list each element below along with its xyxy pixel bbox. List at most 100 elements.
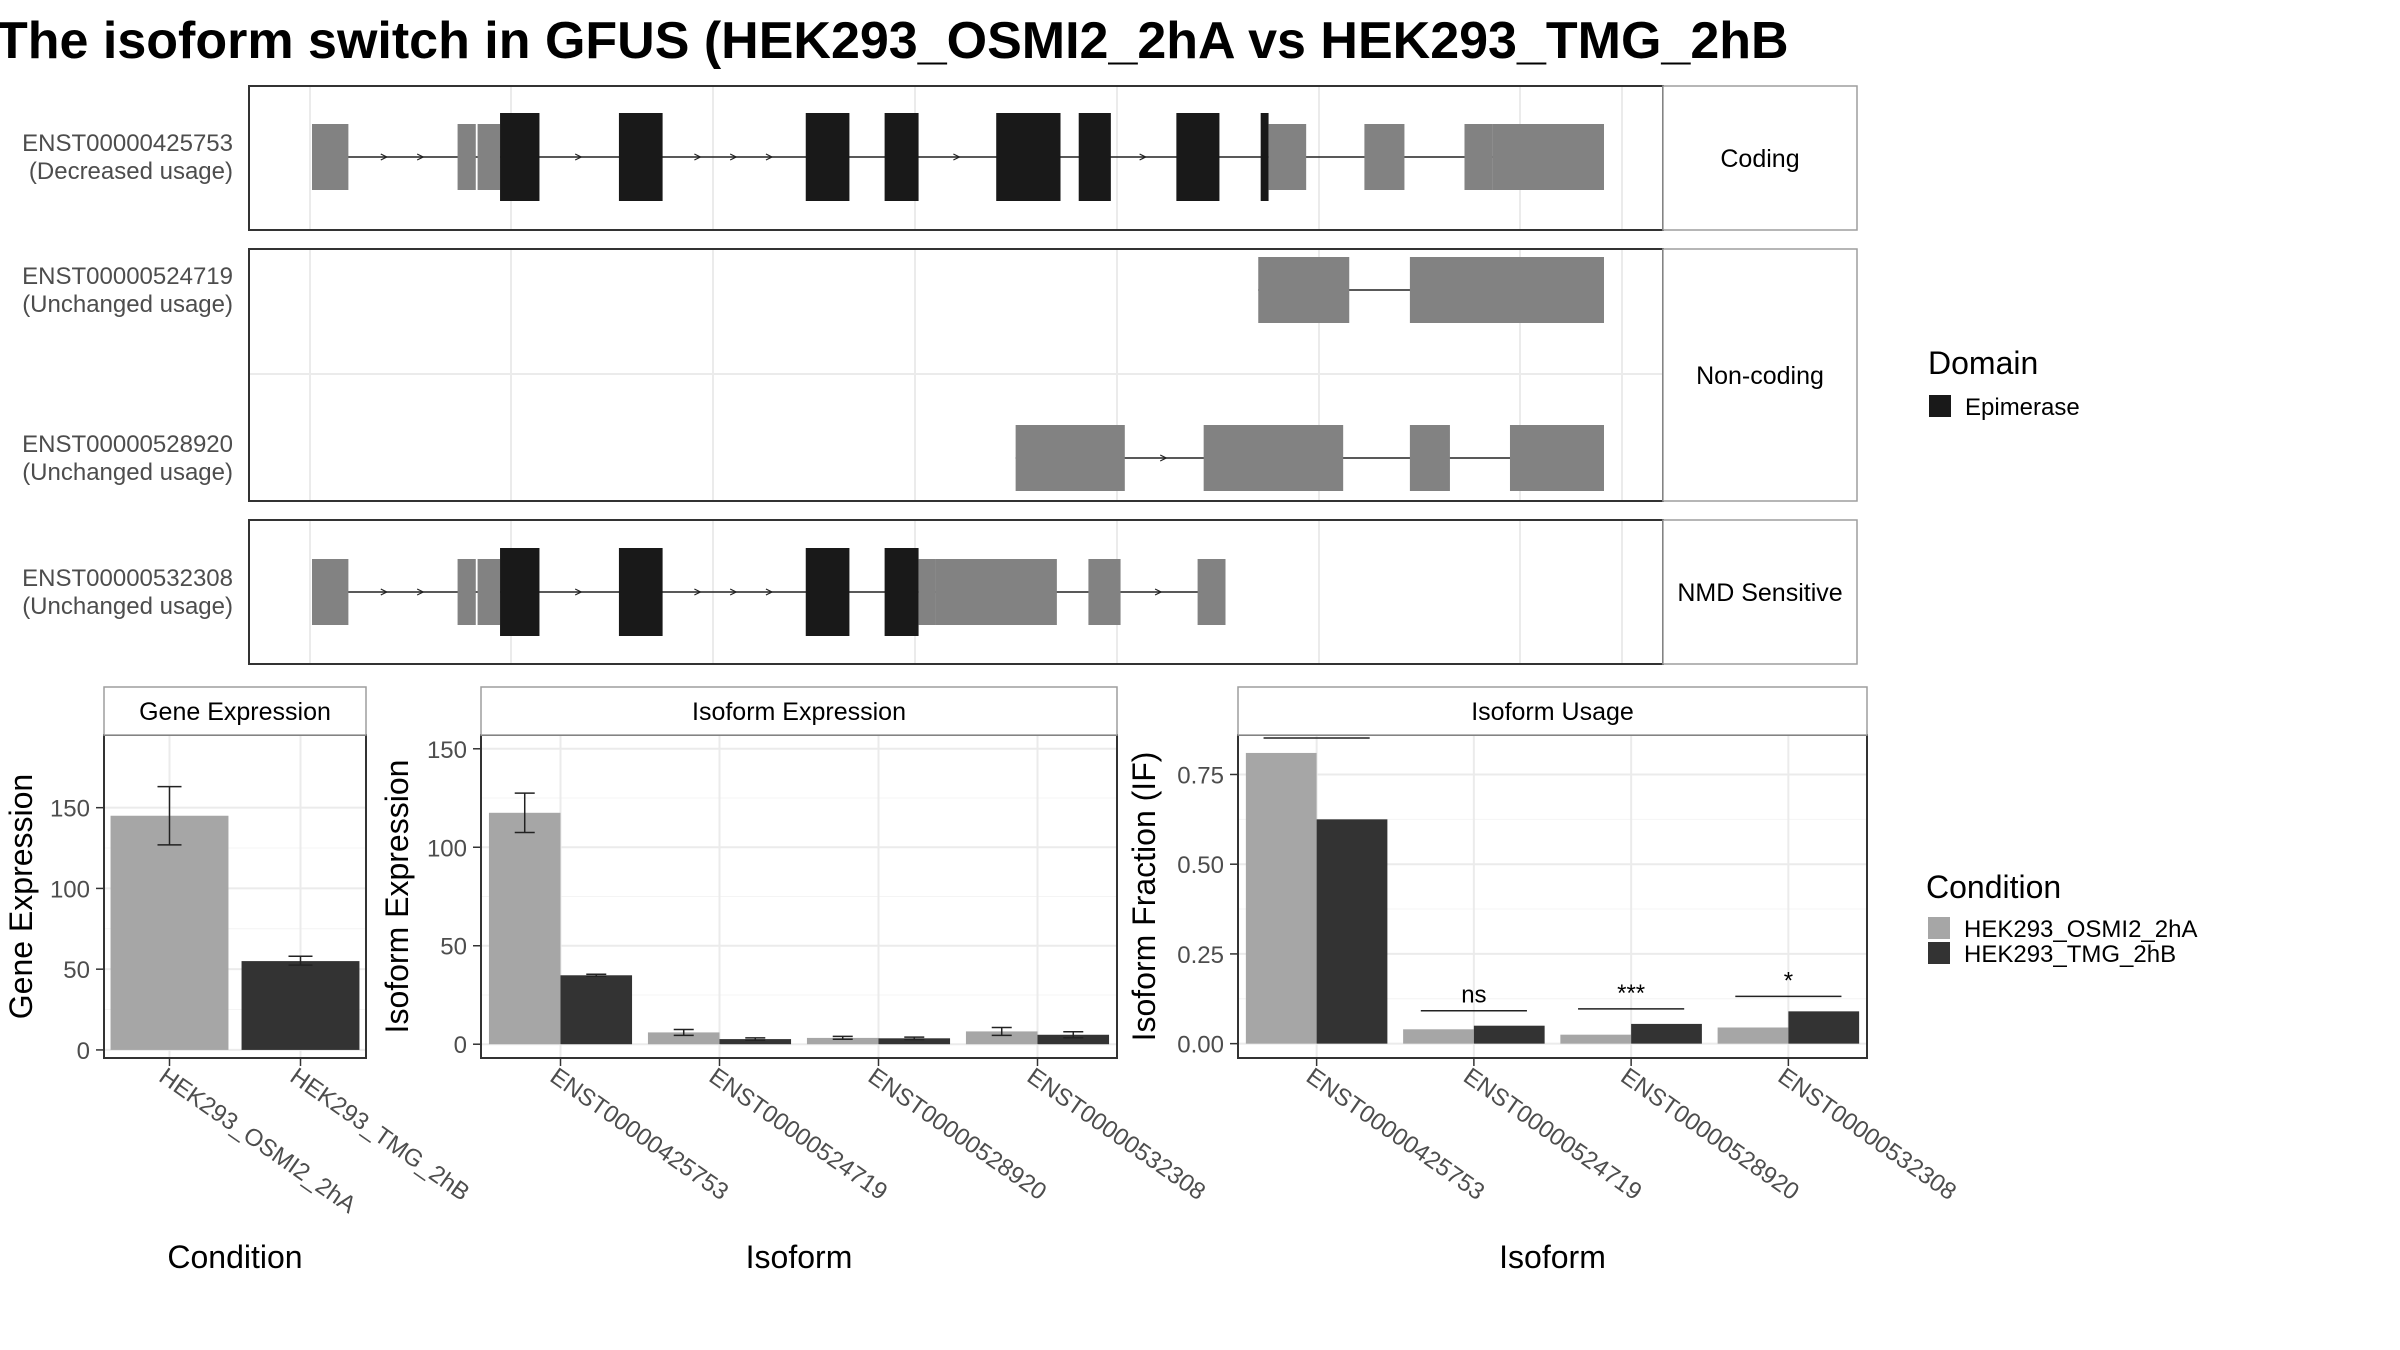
bar	[1316, 819, 1388, 1044]
isoform-label: ENST00000524719	[22, 263, 233, 290]
bar	[1788, 1011, 1860, 1044]
strand-arrow-icon	[1159, 454, 1168, 462]
strand-arrow-icon	[953, 153, 961, 161]
structure-panel-2: ENST00000532308(Unchanged usage) NMD Sens…	[22, 519, 1858, 665]
exon	[477, 124, 501, 190]
strand-arrow-icon	[574, 588, 583, 596]
chart-title: Isoform Usage	[1471, 698, 1634, 726]
chart-2: ***ns****Isoform Usage0.000.250.500.75EN…	[1126, 686, 1961, 1275]
isoform-usage-label: (Unchanged usage)	[22, 459, 233, 486]
exon	[918, 559, 936, 625]
chart-0: Gene Expression050100150HEK293_OSMI2_2hA…	[3, 686, 474, 1275]
x-axis-title: Condition	[167, 1239, 302, 1275]
exon	[312, 124, 349, 190]
domain-exon	[996, 113, 1061, 201]
domain-exon	[805, 113, 850, 201]
exon	[935, 559, 1057, 625]
domain-legend-label: Epimerase	[1965, 394, 2080, 421]
isoform-label: ENST00000532308	[22, 565, 233, 592]
condition-legend-key	[1928, 917, 1950, 939]
domain-legend-key	[1929, 395, 1951, 417]
bar	[1473, 1025, 1545, 1044]
strand-arrow-icon	[765, 588, 774, 596]
strand-arrow-icon	[416, 153, 425, 161]
isoform-usage-label: (Decreased usage)	[29, 158, 233, 185]
y-axis-title: Gene Expression	[3, 774, 39, 1019]
y-tick-label: 150	[427, 737, 467, 764]
exon	[1409, 425, 1450, 491]
chart-title-strip	[1237, 686, 1868, 736]
y-tick-label: 0.75	[1177, 762, 1224, 789]
y-tick-label: 0	[77, 1038, 90, 1065]
bar	[806, 1037, 879, 1045]
x-axis-title: Isoform	[746, 1239, 853, 1275]
domain-exon	[884, 548, 919, 636]
strand-arrow-icon	[416, 588, 425, 596]
figure-title: The isoform switch in GFUS (HEK293_OSMI2…	[0, 12, 1789, 70]
strand-arrow-icon	[729, 588, 738, 596]
exon	[1015, 425, 1125, 491]
strand-arrow-icon	[574, 153, 583, 161]
strand-arrow-icon	[380, 153, 389, 161]
exon	[1364, 124, 1405, 190]
exon	[457, 124, 476, 190]
exon	[1088, 559, 1121, 625]
bar	[965, 1031, 1038, 1045]
exon	[312, 559, 349, 625]
y-tick-label: 0.25	[1177, 942, 1224, 969]
isoform-label: ENST00000528920	[22, 431, 233, 458]
significance-label: ns	[1461, 982, 1486, 1009]
facet-strip	[1662, 248, 1858, 502]
y-tick-label: 150	[50, 796, 90, 823]
y-tick-label: 50	[440, 934, 467, 961]
condition-legend-title: Condition	[1926, 869, 2061, 905]
domain-exon	[618, 548, 663, 636]
y-tick-label: 0.00	[1177, 1032, 1224, 1059]
bar	[647, 1032, 720, 1045]
facet-strip-label: Coding	[1720, 145, 1799, 173]
bar	[560, 975, 633, 1045]
y-axis-title: Isoform Expression	[379, 760, 415, 1034]
y-tick-label: 0.50	[1177, 852, 1224, 879]
facet-strip	[1662, 519, 1858, 665]
bar	[110, 815, 229, 1050]
exon	[1203, 425, 1344, 491]
bar	[1037, 1034, 1110, 1045]
structure-panel-0: ENST00000425753(Decreased usage) Coding	[22, 85, 1858, 231]
exon	[1258, 257, 1350, 323]
strand-arrow-icon	[1154, 588, 1163, 596]
chart-title: Gene Expression	[139, 698, 331, 726]
exon	[1409, 257, 1604, 323]
domain-exon	[618, 113, 663, 201]
bar	[719, 1039, 792, 1045]
exon	[1197, 559, 1226, 625]
domain-exon	[1078, 113, 1111, 201]
structure-panel-1: ENST00000524719 (Unchanged usage)ENST0000…	[22, 248, 1858, 502]
chart-title: Isoform Expression	[692, 698, 906, 726]
exon	[1509, 425, 1604, 491]
isoform-usage-label: (Unchanged usage)	[22, 593, 233, 620]
strand-arrow-icon	[694, 588, 702, 596]
significance-label: ***	[1617, 980, 1645, 1007]
strand-arrow-icon	[380, 588, 389, 596]
y-tick-label: 100	[50, 876, 90, 903]
domain-exon	[1176, 113, 1220, 201]
domain-exon	[1260, 113, 1269, 201]
domain-exon	[500, 548, 540, 636]
strand-arrow-icon	[694, 153, 702, 161]
chart-1: Isoform Expression050100150ENST000004257…	[379, 686, 1210, 1275]
condition-legend-label: HEK293_OSMI2_2hA	[1964, 916, 2197, 943]
domain-exon	[884, 113, 919, 201]
domain-exon	[500, 113, 540, 201]
bar	[1245, 752, 1317, 1044]
exon	[457, 559, 476, 625]
exon	[1268, 124, 1307, 190]
facet-strip-label: NMD Sensitive	[1677, 579, 1842, 607]
exon	[1492, 124, 1604, 190]
bar	[878, 1038, 951, 1045]
bar	[488, 812, 561, 1045]
strand-arrow-icon	[765, 153, 774, 161]
domain-legend-title: Domain	[1928, 345, 2038, 381]
exon	[1464, 124, 1493, 190]
